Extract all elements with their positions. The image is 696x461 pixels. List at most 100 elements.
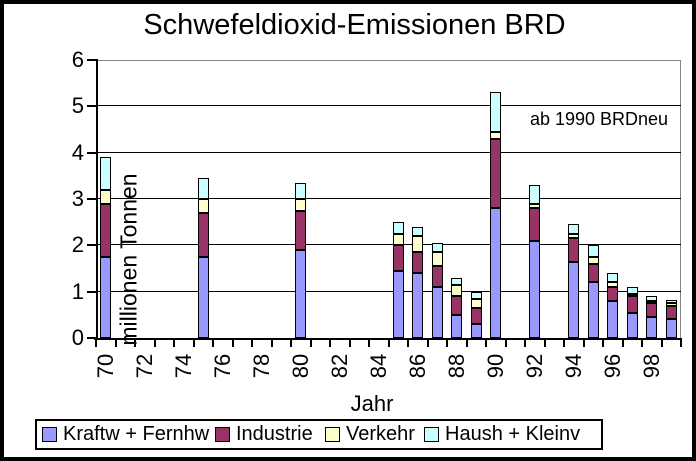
bar-segment-99 — [666, 306, 677, 319]
bar-segment-95 — [588, 245, 599, 257]
x-tick — [134, 338, 136, 347]
gridline — [96, 291, 681, 292]
gridline — [96, 244, 681, 245]
bar-segment-92 — [529, 241, 540, 338]
plot-border-top — [96, 60, 681, 61]
x-tick — [154, 338, 156, 347]
bar-segment-86 — [412, 236, 423, 252]
x-tick-label: 86 — [405, 353, 430, 379]
y-tick-label: 3 — [71, 186, 84, 211]
x-axis-title: Jahr — [350, 391, 394, 416]
chart-title: Schwefeldioxid-Emissionen BRD — [143, 9, 566, 41]
x-tick — [583, 338, 585, 347]
y-tick-label: 4 — [71, 140, 84, 165]
bar-segment-98 — [646, 317, 657, 338]
bar-segment-70 — [100, 257, 111, 338]
bar-segment-90 — [490, 208, 501, 338]
y-tick-label: 5 — [71, 93, 84, 118]
bar-segment-89 — [471, 292, 482, 299]
x-tick — [446, 338, 448, 347]
bar-segment-98 — [646, 296, 657, 301]
bar-segment-70 — [100, 157, 111, 190]
legend-item: Verkehr — [325, 421, 415, 448]
bar-segment-88 — [451, 285, 462, 296]
y-tick — [87, 291, 96, 293]
bar-segment-87 — [432, 287, 443, 338]
bar-segment-97 — [627, 294, 638, 296]
x-tick-label: 90 — [483, 353, 508, 379]
x-tick — [232, 338, 234, 347]
x-tick-label: 78 — [249, 353, 274, 379]
bar-segment-97 — [627, 287, 638, 294]
bar-segment-70 — [100, 190, 111, 204]
legend-item: Kraftw + Fernhw — [42, 421, 209, 448]
bar-segment-70 — [100, 204, 111, 257]
x-tick — [524, 338, 526, 347]
bar-segment-80 — [295, 199, 306, 211]
bar-segment-96 — [607, 287, 618, 301]
x-tick — [290, 338, 292, 347]
y-tick-label: 6 — [71, 47, 84, 72]
bar-segment-95 — [588, 282, 599, 338]
bar-segment-75 — [198, 178, 209, 199]
x-tick — [115, 338, 117, 347]
bar-segment-85 — [393, 271, 404, 338]
legend-label: Industrie — [236, 423, 313, 445]
x-tick — [641, 338, 643, 347]
x-tick — [505, 338, 507, 347]
x-tick — [310, 338, 312, 347]
x-tick — [95, 338, 97, 347]
y-tick-label: 1 — [71, 279, 84, 304]
x-tick-label: 82 — [327, 353, 352, 379]
y-tick-label: 0 — [71, 325, 84, 350]
x-tick — [485, 338, 487, 347]
x-tick — [680, 338, 682, 347]
bar-segment-80 — [295, 211, 306, 250]
bar-segment-85 — [393, 245, 404, 271]
x-tick — [368, 338, 370, 347]
bar-segment-88 — [451, 296, 462, 315]
bar-segment-99 — [666, 300, 677, 303]
bar-segment-90 — [490, 132, 501, 139]
bar-segment-86 — [412, 227, 423, 236]
bar-segment-94 — [568, 234, 579, 238]
legend-swatch-icon — [424, 427, 439, 442]
bar-segment-86 — [412, 252, 423, 273]
bar-segment-90 — [490, 92, 501, 132]
x-tick — [173, 338, 175, 347]
bar-segment-87 — [432, 243, 443, 252]
y-axis-title: millionen Tonnen — [115, 173, 142, 346]
x-tick-label: 80 — [288, 353, 313, 379]
bar-segment-75 — [198, 213, 209, 257]
y-tick — [87, 105, 96, 107]
x-tick — [251, 338, 253, 347]
bar-segment-89 — [471, 299, 482, 308]
x-tick-label: 72 — [132, 353, 157, 379]
gridline — [96, 152, 681, 153]
plot-annotation: ab 1990 BRDneu — [529, 109, 669, 129]
x-tick-label: 94 — [561, 353, 586, 379]
bar-segment-99 — [666, 303, 677, 306]
x-tick — [212, 338, 214, 347]
plot-border-right — [680, 60, 681, 338]
bar-segment-87 — [432, 252, 443, 266]
bar-segment-89 — [471, 324, 482, 338]
y-tick — [87, 59, 96, 61]
legend: Kraftw + Fernhw Industrie Verkehr Haush + K… — [35, 419, 603, 450]
y-tick — [87, 152, 96, 154]
bar-segment-92 — [529, 204, 540, 208]
x-tick — [622, 338, 624, 347]
x-tick-label: 76 — [210, 353, 235, 379]
x-tick — [271, 338, 273, 347]
x-tick-label: 96 — [600, 353, 625, 379]
x-tick — [329, 338, 331, 347]
bar-segment-92 — [529, 185, 540, 204]
x-tick — [661, 338, 663, 347]
x-tick-label: 88 — [444, 353, 469, 379]
legend-swatch-icon — [325, 427, 340, 442]
legend-label: Kraftw + Fernhw — [63, 423, 210, 445]
bar-segment-97 — [627, 313, 638, 338]
bar-segment-96 — [607, 282, 618, 287]
x-tick-label: 92 — [522, 353, 547, 379]
